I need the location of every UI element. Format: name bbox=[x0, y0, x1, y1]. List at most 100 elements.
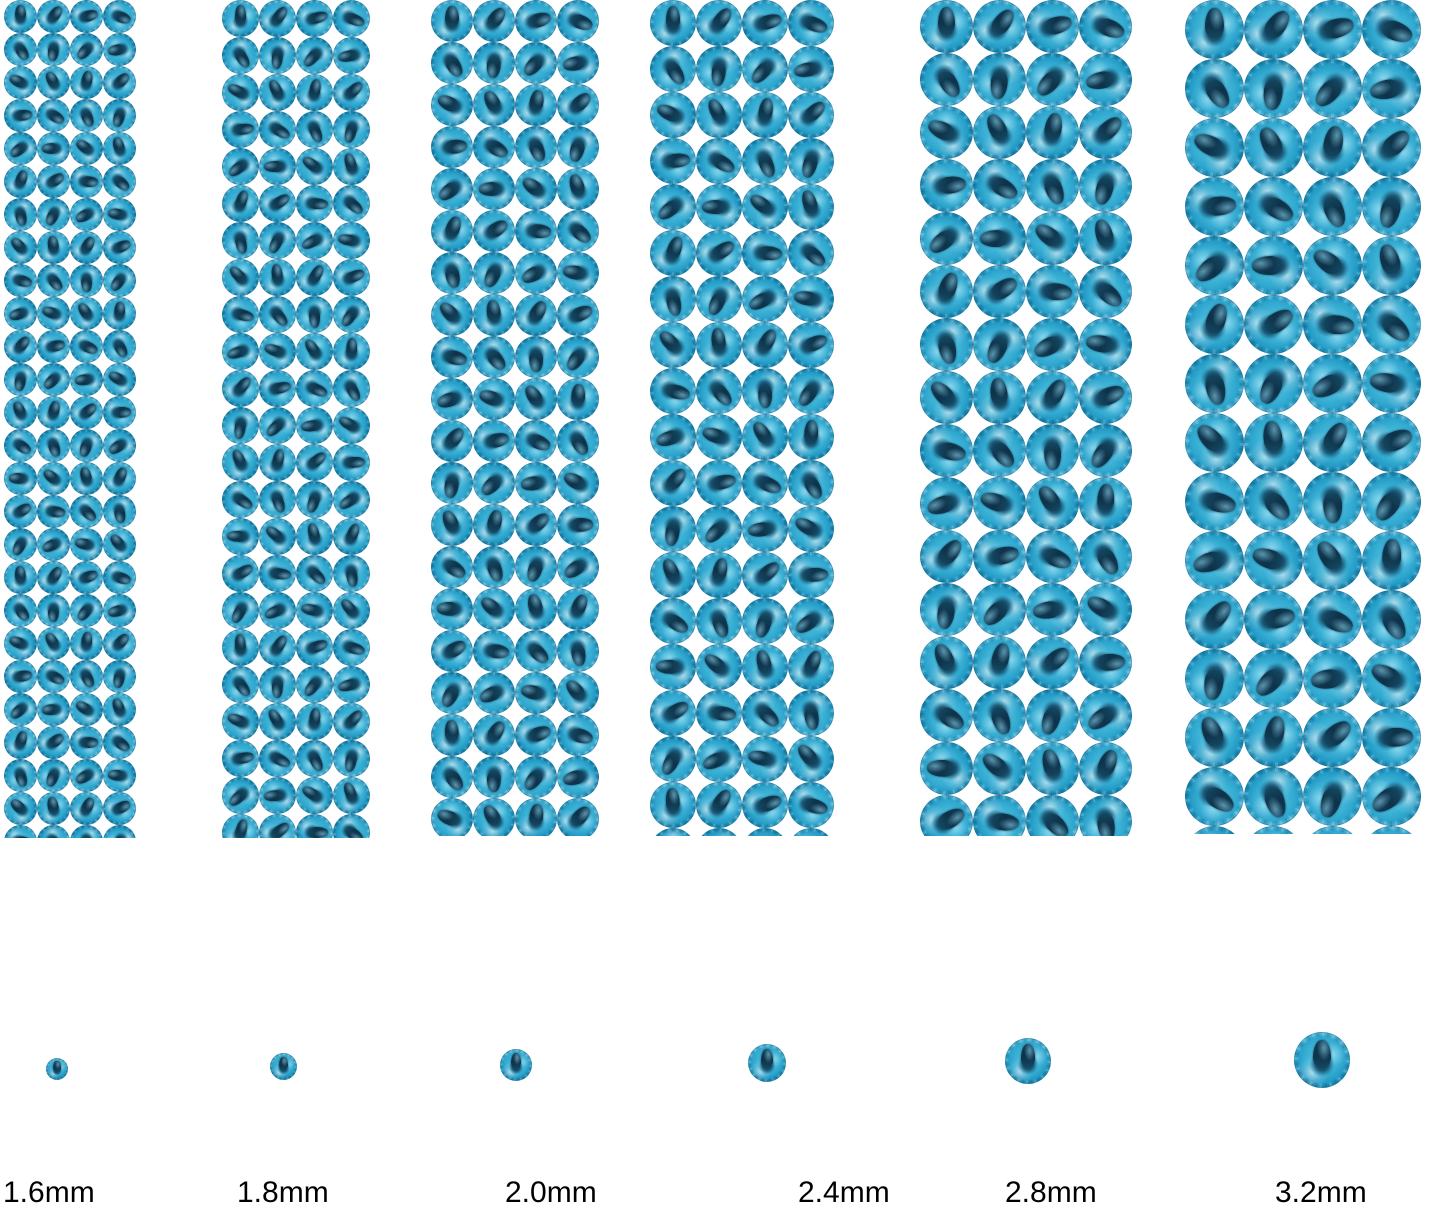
rhinestone bbox=[471, 40, 517, 86]
rhinestone bbox=[967, 630, 1032, 695]
rhinestone bbox=[689, 407, 749, 467]
rhinestone bbox=[4, 0, 37, 33]
rhinestone bbox=[1243, 235, 1304, 296]
size-label-size-1-8: 1.8mm bbox=[237, 1176, 329, 1209]
rhinestone bbox=[689, 591, 749, 651]
size-label-size-2-4: 2.4mm bbox=[798, 1176, 890, 1209]
rhinestone bbox=[99, 590, 140, 631]
rhinestone bbox=[327, 253, 374, 302]
rhinestone-strip-size-2-8 bbox=[920, 0, 1136, 836]
rhinestone bbox=[65, 556, 108, 599]
rhinestone bbox=[1185, 465, 1251, 538]
rhinestone bbox=[650, 363, 701, 419]
rhinestone bbox=[1073, 153, 1136, 218]
rhinestone bbox=[693, 687, 745, 739]
rhinestone bbox=[33, 326, 74, 367]
rhinestone bbox=[1185, 348, 1250, 419]
rhinestone bbox=[513, 208, 559, 254]
rhinestone bbox=[68, 163, 105, 200]
rhinestone bbox=[431, 459, 476, 507]
rhinestone bbox=[920, 470, 980, 537]
rhinestone bbox=[1292, 343, 1373, 424]
rhinestone bbox=[294, 701, 335, 742]
rhinestone bbox=[467, 540, 521, 594]
rhinestone bbox=[468, 499, 520, 551]
rhinestone bbox=[1025, 423, 1080, 478]
rhinestone bbox=[782, 178, 838, 236]
rhinestone bbox=[972, 211, 1027, 266]
rhinestone bbox=[782, 776, 838, 834]
rhinestone bbox=[735, 775, 795, 835]
rhinestone-strip-size-2-0 bbox=[431, 0, 603, 836]
rhinestone bbox=[100, 30, 139, 69]
rhinestone bbox=[467, 372, 521, 426]
rhinestone bbox=[290, 623, 339, 672]
rhinestone bbox=[694, 44, 744, 94]
rhinestone bbox=[4, 461, 38, 496]
rhinestone bbox=[1185, 286, 1253, 363]
rhinestone bbox=[737, 731, 793, 787]
rhinestone bbox=[222, 328, 264, 375]
size-label-size-1-6: 1.6mm bbox=[3, 1176, 95, 1209]
rhinestone bbox=[920, 0, 973, 53]
rhinestone bbox=[511, 80, 561, 130]
rhinestone bbox=[969, 367, 1030, 428]
rhinestone bbox=[1295, 759, 1370, 834]
rhinestone bbox=[1185, 645, 1248, 712]
rhinestone bbox=[222, 737, 262, 780]
rhinestone bbox=[257, 35, 298, 76]
sample-rhinestone-size-2-0 bbox=[500, 1049, 532, 1081]
rhinestone bbox=[1020, 736, 1085, 801]
rhinestone bbox=[650, 408, 702, 466]
rhinestone bbox=[1240, 409, 1307, 476]
rhinestone bbox=[650, 643, 697, 691]
rhinestone bbox=[68, 823, 105, 838]
rhinestone bbox=[255, 440, 300, 485]
rhinestone bbox=[431, 712, 475, 758]
rhinestone bbox=[98, 556, 140, 599]
rhinestone bbox=[1352, 403, 1425, 482]
rhinestone bbox=[969, 791, 1030, 836]
rhinestone bbox=[35, 493, 72, 530]
rhinestone bbox=[1351, 638, 1425, 719]
rhinestone bbox=[510, 583, 562, 635]
rhinestone bbox=[291, 476, 338, 523]
rhinestone bbox=[332, 443, 371, 482]
rhinestone bbox=[1185, 523, 1252, 598]
rhinestone bbox=[1360, 706, 1423, 769]
rhinestone bbox=[920, 741, 974, 796]
rhinestone bbox=[222, 218, 263, 263]
rhinestone bbox=[552, 751, 603, 803]
rhinestone bbox=[1185, 174, 1247, 239]
rhinestone bbox=[736, 592, 794, 650]
rhinestone bbox=[695, 827, 743, 836]
rhinestone bbox=[786, 550, 836, 600]
rhinestone bbox=[470, 291, 518, 339]
rhinestone bbox=[1238, 702, 1309, 773]
rhinestone bbox=[100, 195, 139, 234]
rhinestone bbox=[4, 194, 41, 235]
rhinestone bbox=[294, 183, 335, 224]
size-label-row: 1.6mm 1.8mm 2.0mm 2.4mm 2.8mm 3.2mm bbox=[0, 1174, 1429, 1217]
rhinestone bbox=[68, 625, 105, 662]
rhinestone bbox=[1075, 791, 1136, 836]
rhinestone bbox=[779, 497, 838, 561]
rhinestone bbox=[222, 627, 261, 668]
rhinestone bbox=[32, 754, 75, 797]
rhinestone bbox=[4, 722, 41, 763]
rhinestone bbox=[1017, 521, 1088, 592]
rhinestone bbox=[741, 367, 789, 415]
rhinestone bbox=[329, 33, 374, 78]
rhinestone bbox=[327, 512, 374, 561]
rhinestone bbox=[1024, 263, 1081, 320]
rhinestone bbox=[35, 691, 72, 728]
rhinestone bbox=[1077, 475, 1134, 532]
rhinestone bbox=[295, 295, 334, 334]
size-label-size-2-8: 2.8mm bbox=[1005, 1176, 1097, 1209]
rhinestone bbox=[466, 245, 522, 301]
rhinestone bbox=[329, 736, 374, 781]
rhinestone bbox=[511, 668, 561, 718]
rhinestone bbox=[650, 271, 701, 327]
rhinestone bbox=[650, 503, 699, 555]
rhinestone bbox=[465, 790, 523, 836]
